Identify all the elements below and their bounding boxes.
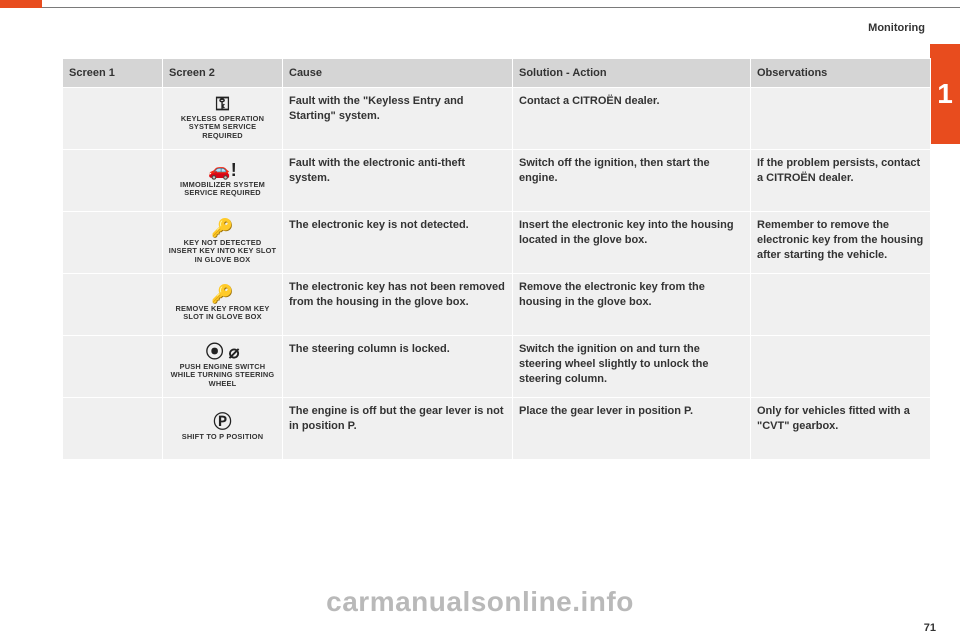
cell-screen1	[63, 398, 163, 460]
cell-screen2: 🔑 KEY NOT DETECTED INSERT KEY INTO KEY S…	[163, 212, 283, 274]
cell-observations: Remember to remove the electronic key fr…	[751, 212, 931, 274]
table-row: 🔑 KEY NOT DETECTED INSERT KEY INTO KEY S…	[63, 212, 931, 274]
screen2-caption: IMMOBILIZER SYSTEM SERVICE REQUIRED	[169, 181, 277, 198]
cell-screen1	[63, 212, 163, 274]
cell-cause: The electronic key has not been removed …	[283, 274, 513, 336]
shift-p-icon: Ⓟ	[169, 413, 277, 431]
cell-observations: Only for vehicles fitted with a "CVT" ge…	[751, 398, 931, 460]
screen2-caption: REMOVE KEY FROM KEY SLOT IN GLOVE BOX	[169, 305, 277, 322]
cell-screen1	[63, 88, 163, 150]
chapter-tab: 1	[930, 44, 960, 144]
cell-observations	[751, 274, 931, 336]
cell-solution: Remove the electronic key from the housi…	[513, 274, 751, 336]
screen2-icon-box: 🔑 REMOVE KEY FROM KEY SLOT IN GLOVE BOX	[169, 285, 277, 322]
cell-screen1	[63, 150, 163, 212]
cell-screen2: ⚿ KEYLESS OPERATION SYSTEM SERVICE REQUI…	[163, 88, 283, 150]
cell-cause: The engine is off but the gear lever is …	[283, 398, 513, 460]
cell-solution: Switch off the ignition, then start the …	[513, 150, 751, 212]
screen2-caption: PUSH ENGINE SWITCH WHILE TURNING STEERIN…	[169, 363, 277, 389]
watermark: carmanualsonline.info	[0, 586, 960, 618]
chapter-number: 1	[937, 78, 953, 110]
warning-table: Screen 1 Screen 2 Cause Solution - Actio…	[62, 58, 904, 460]
cell-solution: Insert the electronic key into the housi…	[513, 212, 751, 274]
screen2-caption: SHIFT TO P POSITION	[169, 433, 277, 442]
cell-screen2: 🔑 REMOVE KEY FROM KEY SLOT IN GLOVE BOX	[163, 274, 283, 336]
th-screen2: Screen 2	[163, 59, 283, 88]
cell-cause: The electronic key is not detected.	[283, 212, 513, 274]
page: Monitoring 1 Screen 1 Screen 2 Cause Sol…	[0, 0, 960, 640]
th-cause: Cause	[283, 59, 513, 88]
cell-solution: Place the gear lever in position P.	[513, 398, 751, 460]
table-row: ⚿ KEYLESS OPERATION SYSTEM SERVICE REQUI…	[63, 88, 931, 150]
table: Screen 1 Screen 2 Cause Solution - Actio…	[62, 58, 931, 460]
cell-screen2: ⦿ ⌀ PUSH ENGINE SWITCH WHILE TURNING STE…	[163, 336, 283, 398]
cell-solution: Switch the ignition on and turn the stee…	[513, 336, 751, 398]
cell-cause: Fault with the "Keyless Entry and Starti…	[283, 88, 513, 150]
cell-observations	[751, 336, 931, 398]
cell-screen1	[63, 274, 163, 336]
section-label: Monitoring	[868, 22, 925, 34]
table-row: 🔑 REMOVE KEY FROM KEY SLOT IN GLOVE BOX …	[63, 274, 931, 336]
keyless-icon: ⚿	[169, 95, 277, 113]
immobilizer-icon: 🚗!	[169, 161, 277, 179]
cell-screen2: Ⓟ SHIFT TO P POSITION	[163, 398, 283, 460]
screen2-icon-box: 🔑 KEY NOT DETECTED INSERT KEY INTO KEY S…	[169, 219, 277, 265]
cell-observations	[751, 88, 931, 150]
th-screen1: Screen 1	[63, 59, 163, 88]
table-header-row: Screen 1 Screen 2 Cause Solution - Actio…	[63, 59, 931, 88]
remove-key-icon: 🔑	[169, 285, 277, 303]
cell-screen1	[63, 336, 163, 398]
screen2-icon-box: ⦿ ⌀ PUSH ENGINE SWITCH WHILE TURNING STE…	[169, 343, 277, 389]
table-row: ⦿ ⌀ PUSH ENGINE SWITCH WHILE TURNING STE…	[63, 336, 931, 398]
screen2-icon-box: 🚗! IMMOBILIZER SYSTEM SERVICE REQUIRED	[169, 161, 277, 198]
screen2-icon-box: ⚿ KEYLESS OPERATION SYSTEM SERVICE REQUI…	[169, 95, 277, 141]
cell-screen2: 🚗! IMMOBILIZER SYSTEM SERVICE REQUIRED	[163, 150, 283, 212]
steering-lock-icon: ⦿ ⌀	[169, 343, 277, 361]
accent-bar	[0, 0, 42, 8]
table-row: Ⓟ SHIFT TO P POSITION The engine is off …	[63, 398, 931, 460]
header-rule	[42, 7, 960, 8]
cell-observations: If the problem persists, contact a CITRO…	[751, 150, 931, 212]
cell-cause: The steering column is locked.	[283, 336, 513, 398]
th-observations: Observations	[751, 59, 931, 88]
key-not-detected-icon: 🔑	[169, 219, 277, 237]
screen2-icon-box: Ⓟ SHIFT TO P POSITION	[169, 413, 277, 442]
page-number: 71	[924, 622, 936, 634]
cell-cause: Fault with the electronic anti-theft sys…	[283, 150, 513, 212]
screen2-caption: KEYLESS OPERATION SYSTEM SERVICE REQUIRE…	[169, 115, 277, 141]
th-solution: Solution - Action	[513, 59, 751, 88]
screen2-caption: KEY NOT DETECTED INSERT KEY INTO KEY SLO…	[169, 239, 277, 265]
cell-solution: Contact a CITROËN dealer.	[513, 88, 751, 150]
table-row: 🚗! IMMOBILIZER SYSTEM SERVICE REQUIRED F…	[63, 150, 931, 212]
